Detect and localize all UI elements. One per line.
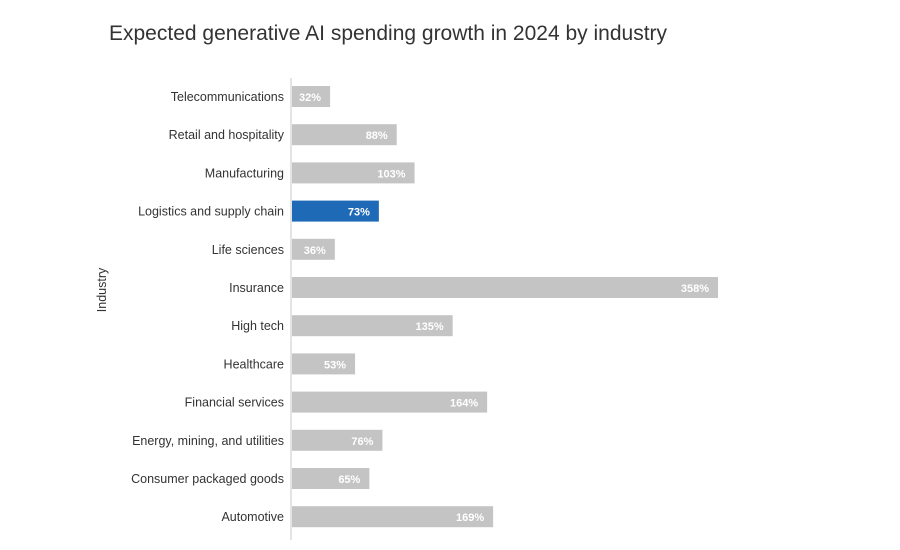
category-label: Retail and hospitality [169,128,285,142]
category-label: Insurance [229,281,284,295]
category-label: Life sciences [212,243,284,257]
category-label: Healthcare [224,357,284,371]
value-label: 73% [348,207,370,219]
bar-high-tech [292,315,453,337]
bar-telecommunications [292,86,331,107]
bar-retail-and-hospitality [292,124,397,146]
bar-manufacturing [292,162,415,184]
bar-consumer-packaged-goods [292,468,370,489]
value-label: 164% [450,398,478,410]
bar-healthcare [292,353,356,375]
bar-life-sciences [292,238,335,260]
category-label: Energy, mining, and utilities [132,434,284,448]
category-label: Financial services [185,396,284,410]
category-label: Automotive [221,510,284,524]
value-label: 53% [324,359,346,371]
bar-automotive [292,506,494,528]
category-label: Consumer packaged goods [131,472,284,486]
value-label: 32% [299,92,321,104]
value-label: 65% [338,474,360,486]
bar-financial-services [292,391,488,413]
value-label: 76% [351,436,373,448]
bar-energy-mining-and-utilities [292,429,383,451]
bar-logistics-and-supply-chain [292,200,379,222]
category-label: High tech [231,319,284,333]
value-label: 36% [304,245,326,257]
value-label: 135% [416,321,444,333]
value-label: 103% [377,168,405,180]
bar-insurance [292,277,719,298]
value-label: 358% [681,283,709,295]
category-label: Logistics and supply chain [138,205,284,219]
value-label: 88% [366,130,388,142]
chart-title: Expected generative AI spending growth i… [109,22,668,45]
value-label: 169% [456,512,484,524]
category-label: Manufacturing [205,166,284,180]
category-label: Telecommunications [171,90,284,104]
